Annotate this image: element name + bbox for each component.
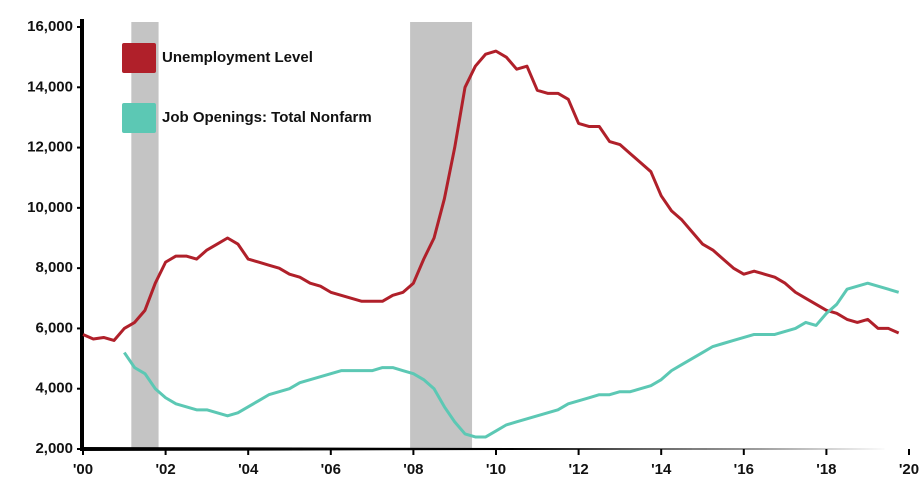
x-tick-label: '16	[734, 461, 754, 478]
legend-swatch	[122, 103, 156, 133]
x-tick-label: '14	[651, 461, 672, 478]
y-tick-label: 4,000	[35, 380, 73, 397]
y-tick-label: 12,000	[27, 139, 73, 156]
legend-label: Unemployment Level	[162, 49, 313, 66]
y-tick-label: 16,000	[27, 18, 73, 35]
y-tick-label: 6,000	[35, 319, 73, 336]
legend-swatch	[122, 43, 156, 73]
series-line	[123, 281, 900, 439]
x-tick-label: '06	[321, 461, 341, 478]
x-tick-label: '12	[568, 461, 588, 478]
x-tick-label: '20	[899, 461, 919, 478]
legend-label: Job Openings: Total Nonfarm	[162, 109, 372, 126]
y-axis	[80, 19, 84, 449]
x-tick-label: '18	[816, 461, 836, 478]
y-tick-label: 2,000	[35, 440, 73, 457]
x-tick-label: '04	[238, 461, 259, 478]
x-tick-label: '00	[73, 461, 93, 478]
x-tick-label: '02	[155, 461, 175, 478]
y-tick-label: 8,000	[35, 259, 73, 276]
x-tick-label: '10	[486, 461, 506, 478]
x-tick-label: '08	[403, 461, 423, 478]
recession-band	[131, 22, 159, 449]
series-line	[82, 49, 900, 342]
recession-band	[410, 22, 473, 449]
y-tick-label: 14,000	[27, 78, 73, 95]
y-tick-label: 10,000	[27, 199, 73, 216]
